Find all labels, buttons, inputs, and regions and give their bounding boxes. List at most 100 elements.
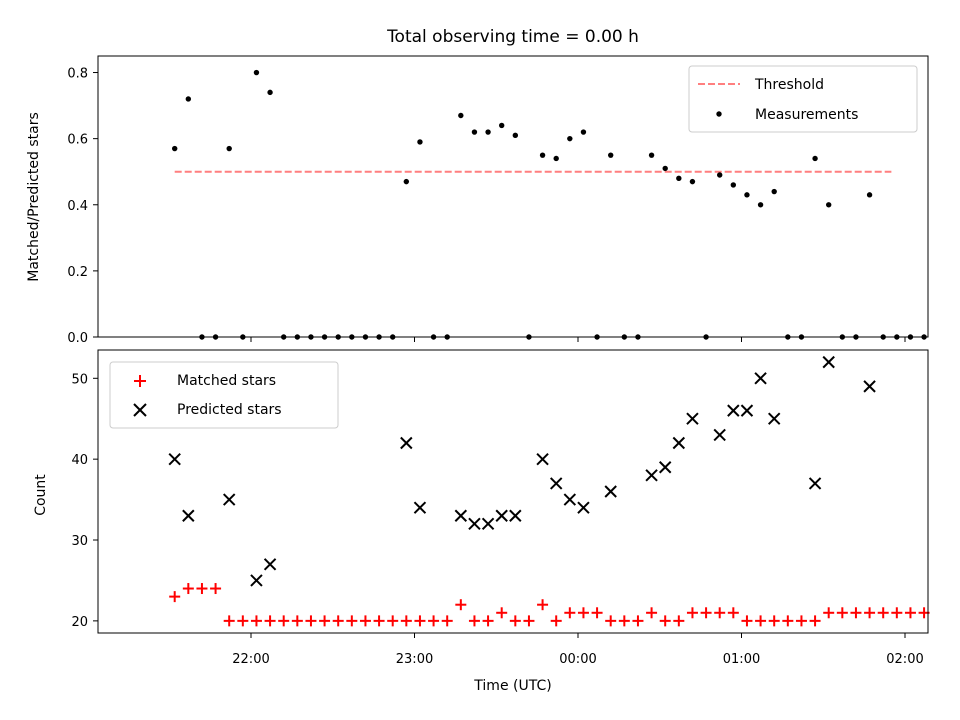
matched-star-point [250,615,262,627]
matched-star-point [700,607,712,619]
predicted-star-point [808,477,822,490]
measurement-point [812,155,818,162]
measurement-point [744,192,750,198]
matched-star-point [836,607,848,619]
bottom-panel-y-ticks: 20 30 40 50 [71,372,98,630]
matched-star-point [577,607,589,619]
matched-star-point [428,615,440,627]
matched-star-point [537,599,549,611]
predicted-star-point [563,493,577,506]
legend-measurements-swatch [716,111,722,117]
predicted-star-point [740,404,754,417]
measurement-point [608,152,614,158]
matched-star-point [782,615,794,627]
bottom-xtick-label: 01:00 [723,652,760,667]
predicted-star-point [263,558,277,571]
bottom-xtick-label: 00:00 [559,652,596,667]
matched-star-point [319,615,331,627]
matched-star-point [223,615,235,627]
top-panel-y-ticks: 0.0 0.2 0.4 0.6 0.8 [67,67,98,346]
matched-star-point [169,591,181,603]
matched-star-point [864,607,876,619]
matched-star-point [414,615,426,627]
measurement-point [662,165,668,172]
bottom-panel-frame [97,349,929,634]
matched-star-point [823,607,835,619]
matched-star-point [727,607,739,619]
matched-star-point [482,615,494,627]
bottom-panel-legend: Matched stars Predicted stars [109,361,339,429]
predicted-star-point [495,509,508,522]
predicted-star-point [222,493,236,506]
bottom-xtick-label: 23:00 [396,652,433,667]
measurement-point [539,152,546,158]
matched-star-point [373,615,385,627]
predicted-star-point [182,509,195,522]
top-ytick-label: 0.2 [67,265,88,280]
predicted-star-point [413,501,427,514]
predicted-star-point [645,469,658,482]
matched-star-point [523,615,535,627]
measurement-point [485,129,491,135]
measurement-point [553,155,559,162]
top-panel: Total observing time = 0.00 h Matched/Pr… [26,27,929,346]
matched-star-point [605,615,617,627]
measurement-point [471,129,478,135]
matched-star-point [291,615,303,627]
measurement-point [730,182,737,188]
matched-star-point [632,615,644,627]
predicted-star-point [509,509,522,522]
matched-star-point [496,607,508,619]
matched-star-point [210,583,222,595]
matched-star-point [332,615,344,627]
matched-star-point [237,615,249,627]
predicted-star-point [549,477,563,490]
bottom-legend-box [109,361,339,429]
top-ytick-label: 0.6 [67,133,88,148]
matched-star-point [455,599,467,611]
matched-star-point [877,607,889,619]
measurement-point [648,152,655,158]
measurement-point [717,172,723,178]
top-panel-legend: Threshold Measurements [688,65,918,133]
legend-threshold-label: Threshold [754,77,824,93]
bottom-xtick-label: 02:00 [886,652,923,667]
predicted-star-point [863,380,876,393]
top-panel-title: Total observing time = 0.00 h [386,27,639,47]
matched-star-point [768,615,780,627]
matched-star-point [714,607,726,619]
matched-star-point [346,615,358,627]
matched-star-point [441,615,453,627]
top-panel-frame [97,55,929,338]
matched-star-point [278,615,290,627]
top-ytick-label: 0.4 [67,199,88,214]
top-panel-x-ticks [250,337,906,342]
measurement-point [499,122,505,129]
measurement-point [417,139,423,145]
matched-star-point [305,615,317,627]
matched-star-point [182,583,194,595]
matched-star-point [673,615,685,627]
matched-star-point [591,607,603,619]
bottom-ytick-label: 20 [71,615,88,630]
measurement-point [267,89,273,96]
matched-star-point [400,615,412,627]
matched-star-point [741,615,753,627]
bottom-panel-x-ticks: 22:00 23:00 00:00 01:00 02:00 [232,633,924,667]
predicted-star-point [658,461,672,474]
predicted-star-point [727,404,740,417]
measurement-point [185,96,192,102]
matched-star-point [387,615,399,627]
matched-star-point [686,607,698,619]
legend-measurements-label: Measurements [755,107,858,123]
top-ytick-label: 0.0 [67,331,88,346]
matched-star-point [809,615,821,627]
predicted-star-point [686,412,699,425]
measurement-point [689,178,696,185]
predicted-star-point [713,428,726,442]
predicted-star-point [577,501,590,514]
matched-star-point [891,607,903,619]
matched-star-point [618,615,630,627]
matched-star-point [646,607,658,619]
matched-star-point [359,615,371,627]
